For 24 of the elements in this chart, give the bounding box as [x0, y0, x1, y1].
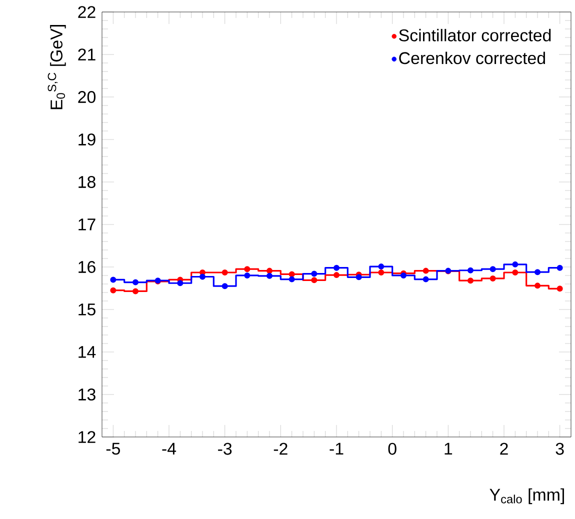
x-tick-label: -2 [274, 442, 288, 455]
y-tick-label: 16 [78, 260, 96, 273]
y-tick-label: 15 [78, 304, 96, 316]
y-tick-label: 20 [78, 90, 96, 103]
x-tick-label: 0 [388, 442, 396, 455]
y-tick-label: 18 [78, 176, 96, 188]
legend-label: Cerenkov corrected [399, 52, 545, 64]
y-tick-label: 13 [78, 388, 96, 400]
x-tick-label: -4 [162, 442, 176, 454]
x-tick-label: -1 [330, 442, 344, 454]
x-tick-label: -3 [218, 442, 232, 455]
y-tick-label: 22 [78, 6, 96, 18]
y-tick-label: 21 [78, 48, 96, 60]
x-tick-label: 2 [500, 442, 508, 455]
y-tick-label: 19 [78, 133, 96, 146]
y-axis-title: E$_{0}$$^{S,C}$ [GeV] [48, 25, 66, 110]
x-axis-title: Y$_{calo}$ [mm] [490, 488, 564, 504]
legend-label: Scintillator corrected [399, 28, 551, 42]
y-tick-label: 17 [78, 218, 96, 230]
x-tick-label: -5 [106, 442, 120, 455]
x-tick-label: 3 [556, 442, 564, 455]
y-tick-label: 14 [78, 346, 96, 358]
y-tick-label: 12 [78, 431, 96, 443]
x-tick-label: 1 [444, 442, 452, 454]
